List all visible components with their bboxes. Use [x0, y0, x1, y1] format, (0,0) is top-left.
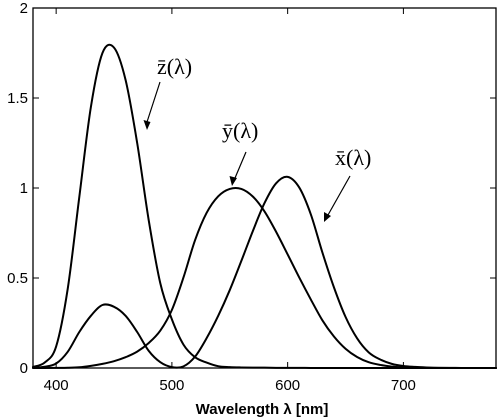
z-bar-label: z̄(λ) — [157, 54, 192, 79]
y-tick-label: 2 — [20, 0, 28, 17]
x-tick-label: 400 — [44, 377, 69, 394]
y-arrowhead — [229, 176, 237, 186]
x-bar-curve — [32, 175, 497, 369]
x-arrow-line — [327, 175, 351, 216]
x-axis: 400 500 600 700 — [44, 8, 416, 394]
y-bar-label: ȳ(λ) — [222, 118, 258, 143]
x-axis-label: Wavelength λ [nm] — [196, 401, 329, 418]
x-arrowhead — [324, 212, 331, 222]
series-layer — [32, 43, 497, 369]
y-tick-label: 1 — [20, 180, 28, 197]
y-bar-curve — [32, 186, 497, 369]
z-arrowhead — [143, 120, 151, 130]
y-axis: 0 0.5 1 1.5 2 — [7, 0, 496, 377]
y-tick-label: 0.5 — [7, 270, 28, 287]
y-tick-label: 0 — [20, 360, 28, 377]
y-tick-label: 1.5 — [7, 90, 28, 107]
x-tick-label: 600 — [275, 377, 300, 394]
x-bar-label: x̄(λ) — [335, 145, 371, 170]
x-tick-label: 700 — [391, 377, 416, 394]
annotation-layer: z̄(λ) ȳ(λ) x̄(λ) — [143, 54, 371, 222]
z-bar-curve — [32, 43, 497, 369]
z-arrow-line — [146, 81, 161, 123]
y-arrow-line — [234, 151, 247, 179]
plot-frame — [32, 7, 497, 369]
x-tick-label: 500 — [159, 377, 184, 394]
